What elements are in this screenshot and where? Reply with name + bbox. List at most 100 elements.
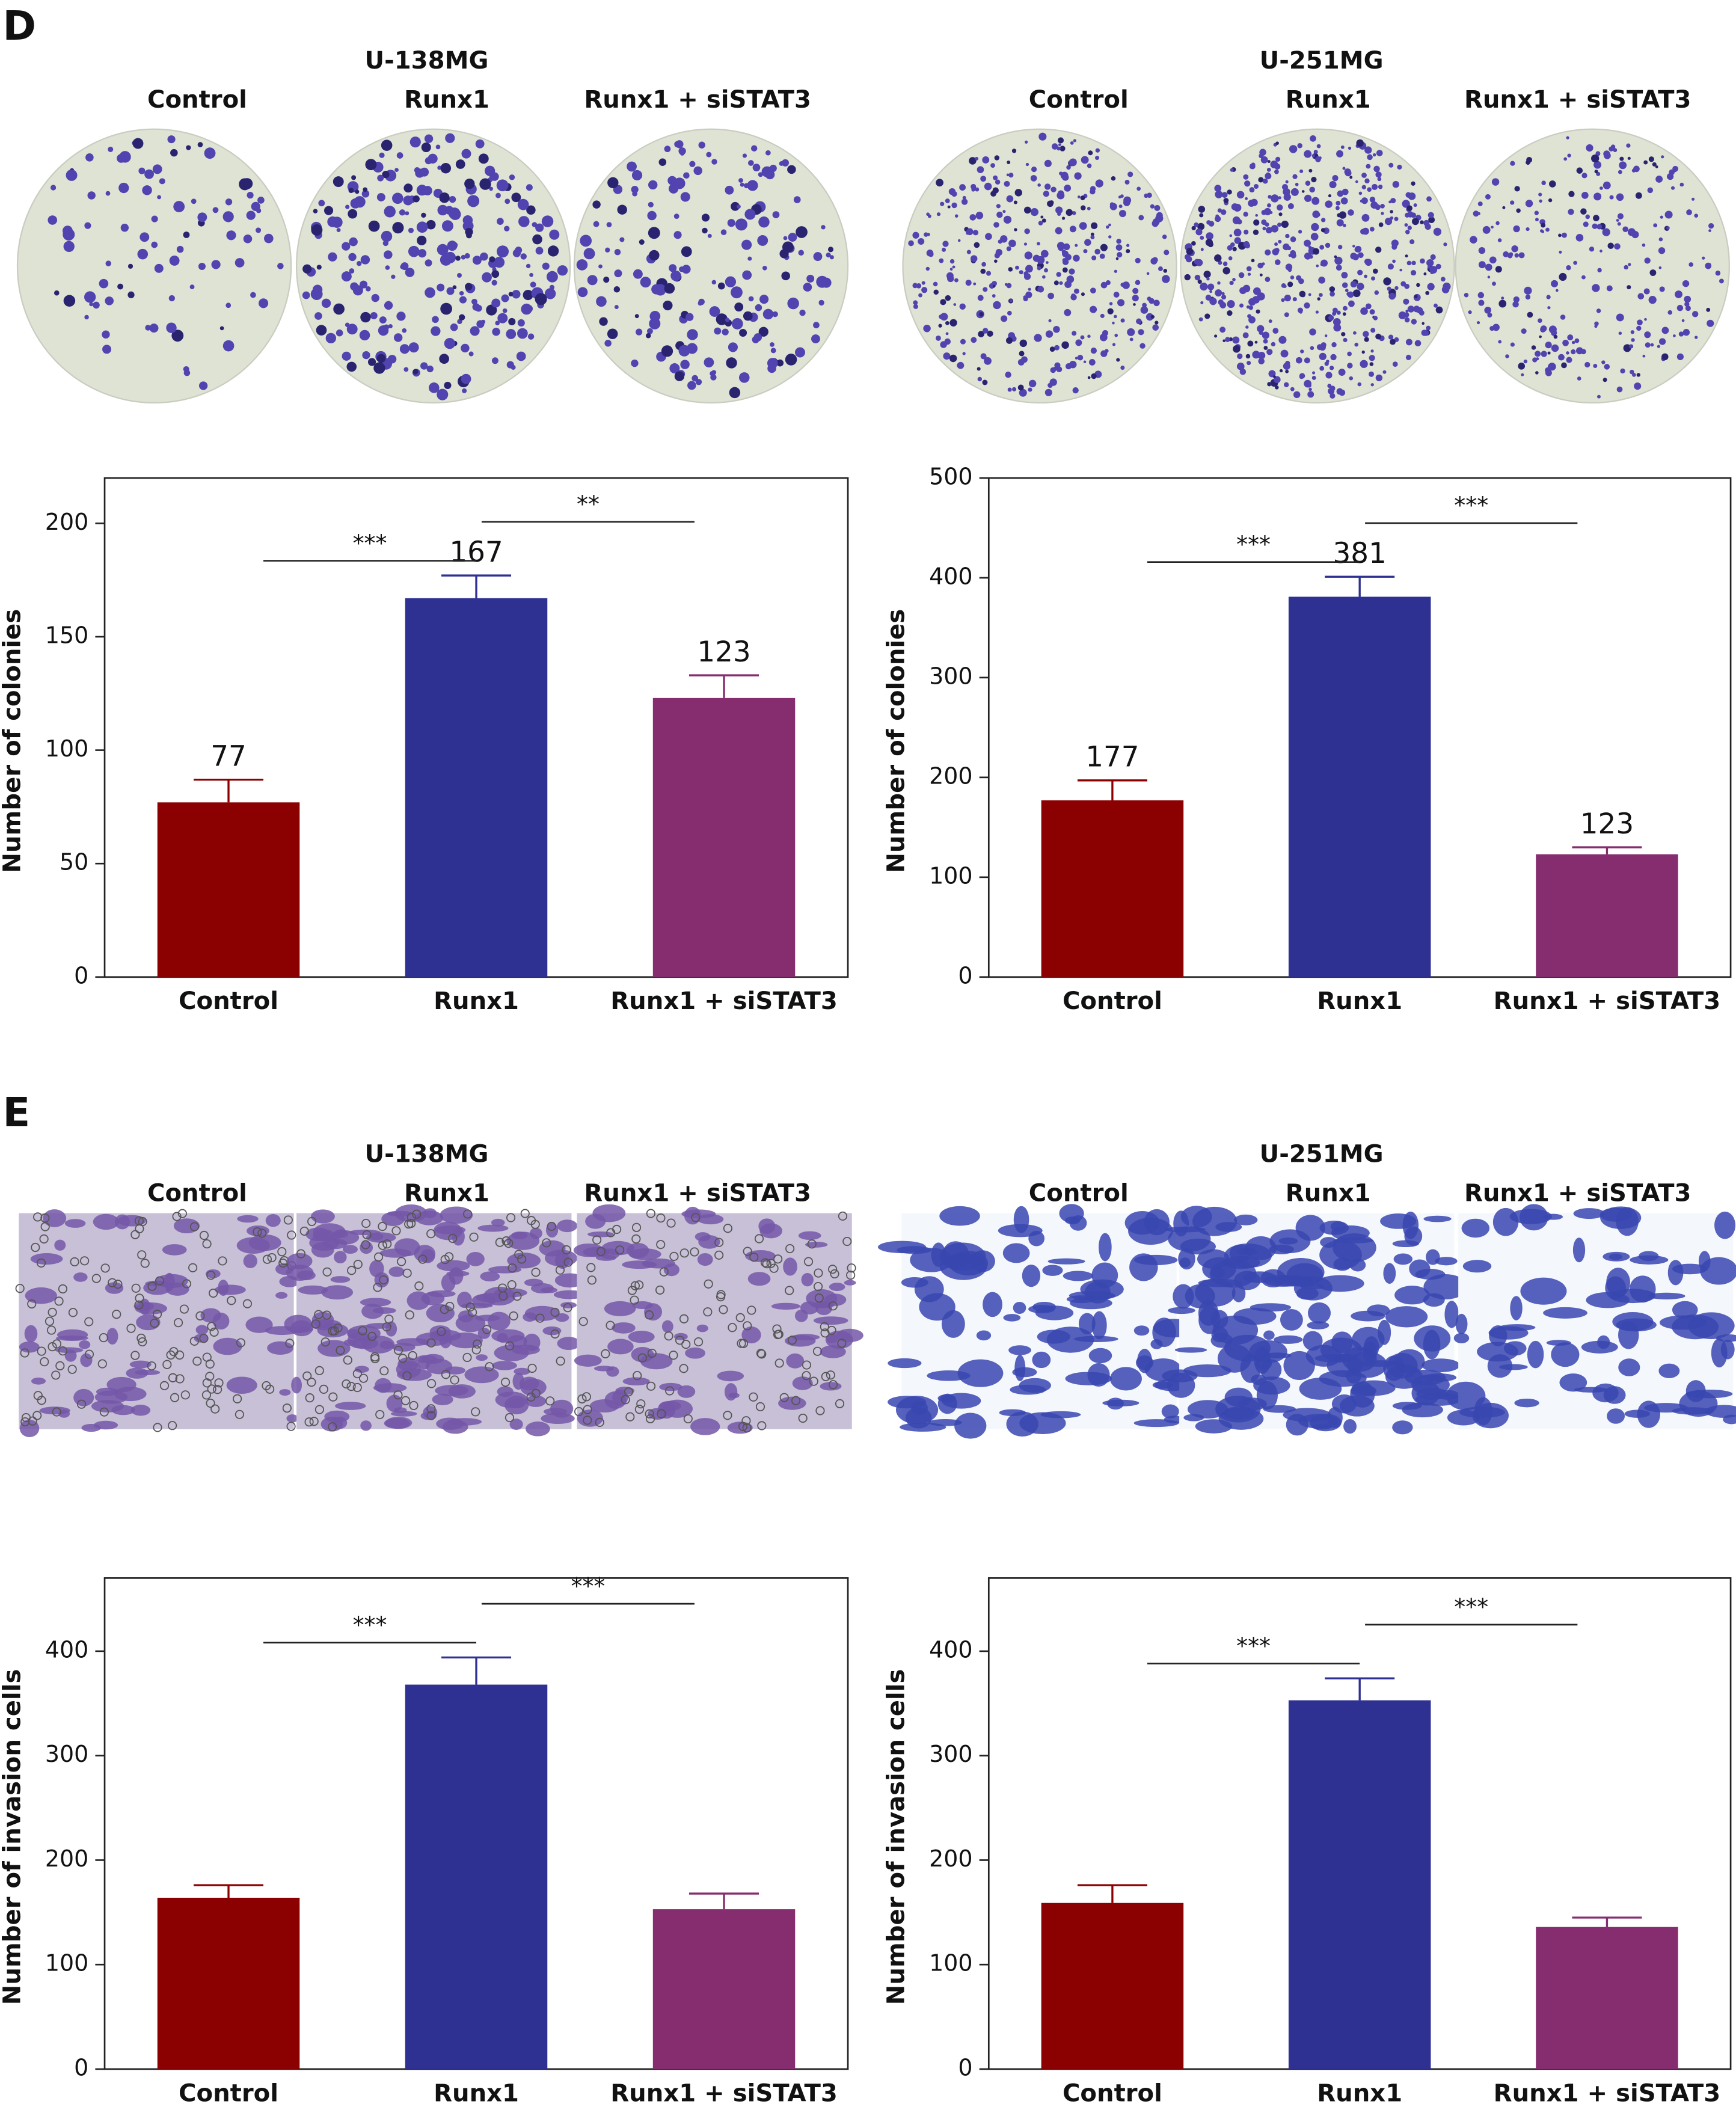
pore xyxy=(690,1247,699,1257)
pore xyxy=(444,1252,454,1262)
photos xyxy=(15,128,1736,1439)
colony xyxy=(924,232,928,237)
cell xyxy=(111,1405,135,1415)
colony xyxy=(388,324,393,329)
pore xyxy=(15,1284,25,1293)
cell xyxy=(1150,1339,1163,1349)
pore xyxy=(815,1406,825,1415)
colony xyxy=(426,219,436,230)
colony xyxy=(1388,334,1394,340)
colony xyxy=(711,280,717,285)
colony xyxy=(1044,268,1049,272)
pore xyxy=(508,1263,517,1273)
colony xyxy=(1539,199,1542,203)
pore xyxy=(563,1303,572,1313)
pore xyxy=(760,1258,770,1268)
colony xyxy=(806,274,815,283)
pore xyxy=(179,1304,189,1314)
colony xyxy=(1320,263,1323,266)
pore xyxy=(512,1292,522,1301)
pore xyxy=(36,1258,46,1268)
colony xyxy=(1652,162,1657,167)
colony xyxy=(302,291,310,299)
pore xyxy=(505,1341,515,1351)
colony xyxy=(646,328,653,334)
colony xyxy=(1084,239,1091,246)
pore xyxy=(406,1212,416,1222)
cell xyxy=(1446,1381,1486,1411)
colony xyxy=(461,373,471,384)
pore xyxy=(755,1402,765,1411)
pore xyxy=(601,1349,610,1358)
colony xyxy=(1333,318,1341,326)
colony xyxy=(1194,222,1199,227)
colony xyxy=(1290,250,1296,256)
colony xyxy=(313,209,318,213)
pore xyxy=(150,1318,159,1328)
colony xyxy=(1336,219,1344,227)
colony xyxy=(1266,227,1272,234)
colony xyxy=(1682,280,1690,287)
pore xyxy=(52,1339,62,1349)
colony xyxy=(479,178,491,190)
colony xyxy=(1222,339,1225,343)
pore xyxy=(837,1339,847,1348)
cell xyxy=(1263,1330,1275,1340)
colony xyxy=(1248,316,1256,324)
colony xyxy=(1100,313,1105,318)
cell xyxy=(1008,1345,1031,1355)
colony xyxy=(1679,182,1684,187)
pore xyxy=(182,1279,192,1289)
colony xyxy=(973,282,977,286)
colony xyxy=(1491,225,1494,229)
colony xyxy=(776,359,784,367)
colony xyxy=(212,207,219,213)
colony xyxy=(1275,156,1281,162)
pore xyxy=(285,1339,295,1348)
cell xyxy=(1333,1257,1352,1271)
colony xyxy=(949,268,953,271)
colony xyxy=(1319,293,1323,297)
pore xyxy=(716,1292,726,1302)
pore xyxy=(134,1216,144,1225)
pore xyxy=(162,1360,172,1369)
colony xyxy=(1627,228,1636,236)
colony xyxy=(1252,351,1260,359)
pore xyxy=(830,1269,839,1279)
colony xyxy=(497,313,508,324)
x-tick-label: Runx1 xyxy=(434,987,519,1015)
colony xyxy=(1253,229,1259,235)
pore xyxy=(32,1411,42,1420)
pore xyxy=(798,1413,808,1423)
colony xyxy=(1553,334,1558,339)
colony xyxy=(1006,246,1011,251)
colony xyxy=(632,191,638,197)
colony xyxy=(1367,187,1372,192)
pore xyxy=(526,1216,536,1225)
colony xyxy=(1094,248,1100,255)
colony xyxy=(413,195,420,203)
significance-label: ** xyxy=(577,491,600,518)
cell xyxy=(1383,1355,1405,1381)
colony xyxy=(1245,354,1251,359)
colony xyxy=(957,239,961,242)
colony xyxy=(1584,361,1590,368)
pore xyxy=(520,1209,530,1218)
pore xyxy=(209,1327,219,1337)
colony xyxy=(1064,184,1072,192)
colony xyxy=(1405,309,1409,313)
colony xyxy=(648,180,658,190)
colony xyxy=(1281,298,1285,302)
y-tick-label: 200 xyxy=(45,1845,88,1872)
significance-label: *** xyxy=(1236,1633,1271,1659)
colony xyxy=(1116,239,1121,244)
colony xyxy=(783,236,788,241)
colony xyxy=(1392,361,1398,367)
cell xyxy=(507,1253,541,1269)
colony xyxy=(1349,376,1354,381)
colony xyxy=(393,333,403,342)
colony xyxy=(251,201,260,211)
colony xyxy=(529,272,533,277)
colony xyxy=(1069,268,1075,275)
colony xyxy=(996,211,1003,218)
